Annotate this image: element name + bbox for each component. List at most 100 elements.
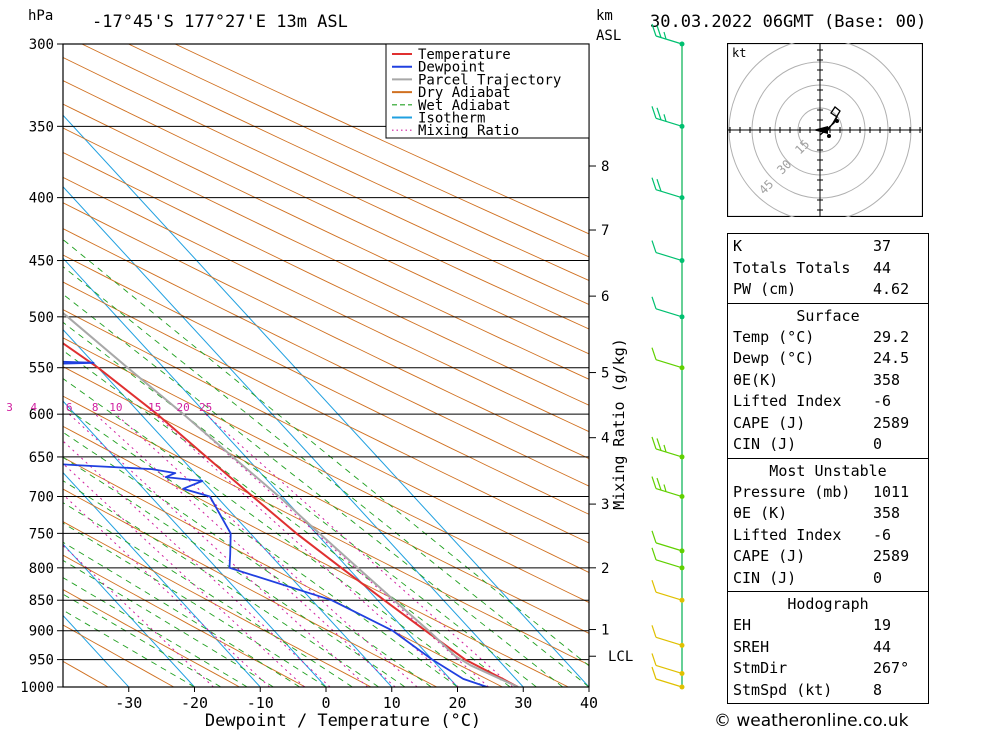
mixing-ratio-axis-label: Mixing Ratio (g/kg) — [610, 338, 628, 510]
wind-barb — [651, 580, 685, 603]
mixing-ratio-label: 20 — [177, 401, 190, 414]
dry-adiabat-line — [63, 521, 372, 687]
pressure-tick-label: 500 — [29, 310, 54, 326]
wind-barb — [651, 177, 685, 201]
most-unstable-section: Most Unstable Pressure (mb) 1011 θE (K) 35… — [728, 457, 928, 592]
legend-entry-label: Temperature — [418, 47, 511, 63]
mixing-ratio-line — [63, 440, 331, 687]
stat-value: 2589 — [873, 547, 910, 565]
stat-label: Lifted Index — [733, 525, 842, 544]
mixing-ratio-label: 15 — [148, 401, 161, 414]
pressure-tick-label: 650 — [29, 450, 54, 466]
temperature-tick-label: -10 — [247, 694, 274, 712]
mixing-ratio-label: 4 — [31, 401, 38, 414]
hodograph-unit-label: kt — [732, 46, 746, 60]
mixing-ratio-label: 3 — [6, 401, 13, 414]
wet-adiabat-line — [63, 321, 537, 687]
stat-label: EH — [733, 616, 752, 634]
stat-label: Temp (°C) — [733, 327, 815, 346]
wind-barb — [651, 666, 685, 690]
stat-value: 24.5 — [873, 349, 910, 367]
plot-frame — [62, 43, 590, 688]
stat-label: Totals Totals — [733, 258, 851, 277]
temperature-tick-label: -30 — [115, 694, 142, 712]
stat-row: Lifted Index -6 — [728, 525, 928, 547]
stat-row: Temp (°C) 29.2 — [728, 327, 928, 349]
stat-value: 4.62 — [873, 280, 910, 298]
stat-row: CAPE (J) 2589 — [728, 546, 928, 568]
wind-barb — [651, 240, 685, 264]
stat-row: EH 19 — [728, 615, 928, 637]
height-tick-label: 3 — [601, 497, 609, 513]
section-title: Surface — [796, 306, 860, 325]
mixing-ratio-line — [205, 413, 513, 687]
height-tick-label: 7 — [601, 223, 609, 239]
pressure-tick-labels: 300 350 400 450 500 550 600 650 700 750 800 850 900 9… — [20, 37, 63, 696]
stat-label: CAPE (J) — [733, 547, 806, 565]
mixing-ratio-line — [154, 413, 459, 687]
temperature-tick-label: 40 — [580, 694, 598, 712]
pressure-tick-label: 450 — [29, 254, 54, 270]
copyright-link[interactable]: © weatheronline.co.uk — [714, 711, 909, 731]
height-unit-km: km — [596, 8, 613, 24]
mixing-ratio-line — [182, 413, 489, 687]
stat-label: PW (cm) — [733, 280, 797, 298]
wind-barb — [651, 347, 685, 371]
wind-barb — [651, 296, 685, 320]
stat-row: CIN (J) 0 — [728, 434, 928, 456]
legend-entry-label: Dewpoint — [418, 60, 485, 76]
stat-row: Lifted Index -6 — [728, 391, 928, 413]
pressure-tick-label: 350 — [29, 119, 54, 135]
dry-adiabat-line — [81, 44, 589, 282]
stat-row: Dewp (°C) 24.5 — [728, 348, 928, 370]
section-title: Most Unstable — [769, 461, 887, 480]
pressure-tick-label: 700 — [29, 490, 54, 506]
height-tick-label: 6 — [601, 289, 609, 305]
height-tick-label: 1 — [601, 623, 609, 639]
stat-row: Totals Totals 44 — [728, 258, 928, 280]
temperature-tick-label: 10 — [383, 694, 401, 712]
stat-row: PW (cm) 4.62 — [728, 279, 928, 301]
stat-row: Pressure (mb) 1011 — [728, 482, 928, 504]
stat-row: K 37 — [728, 236, 928, 258]
dry-adiabat-line — [63, 57, 589, 306]
stat-label: CIN (J) — [733, 568, 797, 587]
legend-entry-label: Mixing Ratio — [418, 123, 519, 139]
isotherm-line — [63, 185, 524, 687]
stat-value: 44 — [873, 258, 892, 277]
dry-adiabat-line — [63, 151, 589, 406]
dry-adiabat-line — [63, 488, 438, 687]
wind-barbs — [651, 23, 685, 690]
pressure-tick-label: 750 — [29, 526, 54, 542]
isotherm-line — [63, 400, 327, 687]
height-tick-label: LCL — [608, 649, 633, 665]
dry-adiabat-line — [63, 366, 589, 634]
x-axis-label: Dewpoint / Temperature (°C) — [205, 711, 481, 731]
height-tick-label: 2 — [601, 561, 609, 577]
mixing-ratio-labels: 12346810152025 — [6, 401, 212, 414]
wind-barb — [651, 625, 685, 648]
dry-adiabat-line — [63, 624, 175, 687]
temperature-tick-label: 0 — [321, 694, 330, 712]
stat-value: 267° — [873, 659, 910, 677]
stat-value: 1011 — [873, 482, 910, 501]
stat-label: SREH — [733, 637, 770, 656]
wet-adiabat-line — [63, 522, 327, 687]
stat-label: K — [733, 237, 743, 255]
wet-adiabat-line — [63, 431, 432, 687]
height-axis: 8 7 6 5 4 3 2 1 LCL — [589, 159, 633, 665]
hodograph-section: Hodograph EH 19 SREH 44 StmDir 267° StmSpd … — [728, 591, 928, 703]
temperature-tick-labels: -30 -20 -10 0 10 20 30 40 — [115, 687, 598, 712]
stat-row: CAPE (J) 2589 — [728, 413, 928, 435]
legend-entry-label: Isotherm — [418, 111, 485, 127]
mixing-ratio-label: 25 — [199, 401, 212, 414]
dry-adiabat-line — [63, 660, 109, 687]
stat-row: StmDir 267° — [728, 658, 928, 680]
parcel-trajectory-line — [63, 311, 519, 687]
stat-value: 0 — [873, 435, 883, 453]
temperature-tick-label: 30 — [514, 694, 532, 712]
temperature-line — [63, 342, 519, 687]
stat-value: 29.2 — [873, 327, 910, 346]
wind-barb — [651, 476, 685, 500]
